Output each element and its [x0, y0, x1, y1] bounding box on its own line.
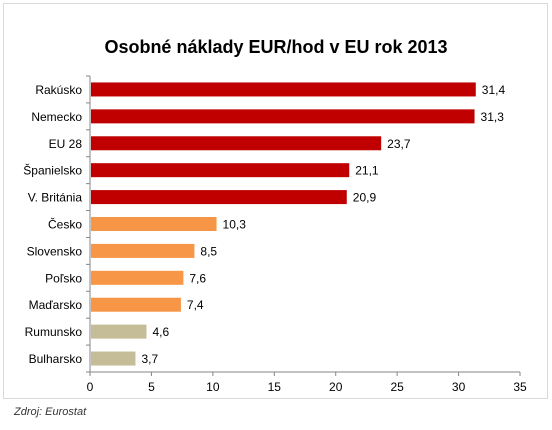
x-tick-label: 35 [513, 380, 527, 394]
bar [91, 324, 147, 339]
category-label: Rakúsko [35, 83, 82, 97]
bar-chart: Osobné náklady EUR/hod v EU rok 2013 Rak… [23, 37, 527, 394]
bar [91, 190, 347, 205]
category-label: V. Británia [28, 191, 83, 205]
bar [91, 217, 217, 231]
data-label: 23,7 [387, 137, 411, 151]
category-label: Poľsko [45, 271, 82, 285]
data-label: 3,7 [141, 352, 158, 366]
category-label: Česko [48, 217, 82, 232]
data-label: 31,3 [481, 110, 505, 124]
data-label: 10,3 [223, 218, 247, 232]
category-label: Rumunsko [25, 325, 83, 339]
bar [91, 243, 195, 258]
chart-axes [86, 75, 521, 376]
bar [91, 297, 181, 312]
x-tick-label: 20 [329, 380, 343, 394]
bar [91, 136, 382, 151]
category-label: Maďarsko [29, 298, 83, 312]
bar [91, 270, 184, 285]
chart-frame: Osobné náklady EUR/hod v EU rok 2013 Rak… [3, 3, 548, 399]
x-tick-label: 5 [148, 380, 155, 394]
x-tick-label: 15 [268, 380, 282, 394]
chart-bars [91, 82, 476, 366]
x-tick-label: 30 [452, 380, 466, 394]
x-tick-label: 0 [87, 380, 94, 394]
x-tick-label: 25 [390, 380, 404, 394]
bar [91, 351, 136, 366]
category-label: Slovensko [27, 244, 83, 258]
data-label: 7,4 [187, 298, 204, 312]
bar [91, 82, 476, 97]
bar [91, 109, 475, 124]
category-label: Nemecko [31, 110, 82, 124]
data-label: 21,1 [355, 164, 379, 178]
chart-title: Osobné náklady EUR/hod v EU rok 2013 [104, 37, 447, 57]
data-label: 7,6 [189, 271, 206, 285]
data-label: 8,5 [200, 244, 217, 258]
bar [91, 163, 350, 178]
category-labels: Rakúsko Nemecko EU 28 Španielsko V. Británia… [23, 83, 82, 366]
data-label: 31,4 [482, 83, 506, 97]
data-label: 4,6 [153, 325, 170, 339]
value-labels: 31,4 31,3 23,7 21,1 20,9 10,3 8,5 7,6 7,4 4,6 3,7 [141, 83, 505, 366]
x-tick-labels: 0 5 10 15 20 25 30 35 [87, 380, 527, 394]
category-label: EU 28 [49, 137, 83, 151]
x-tick-label: 10 [206, 380, 220, 394]
category-label: Bulharsko [29, 352, 83, 366]
data-label: 20,9 [353, 191, 377, 205]
category-label: Španielsko [23, 163, 82, 178]
source-note: Zdroj: Eurostat [14, 406, 87, 418]
